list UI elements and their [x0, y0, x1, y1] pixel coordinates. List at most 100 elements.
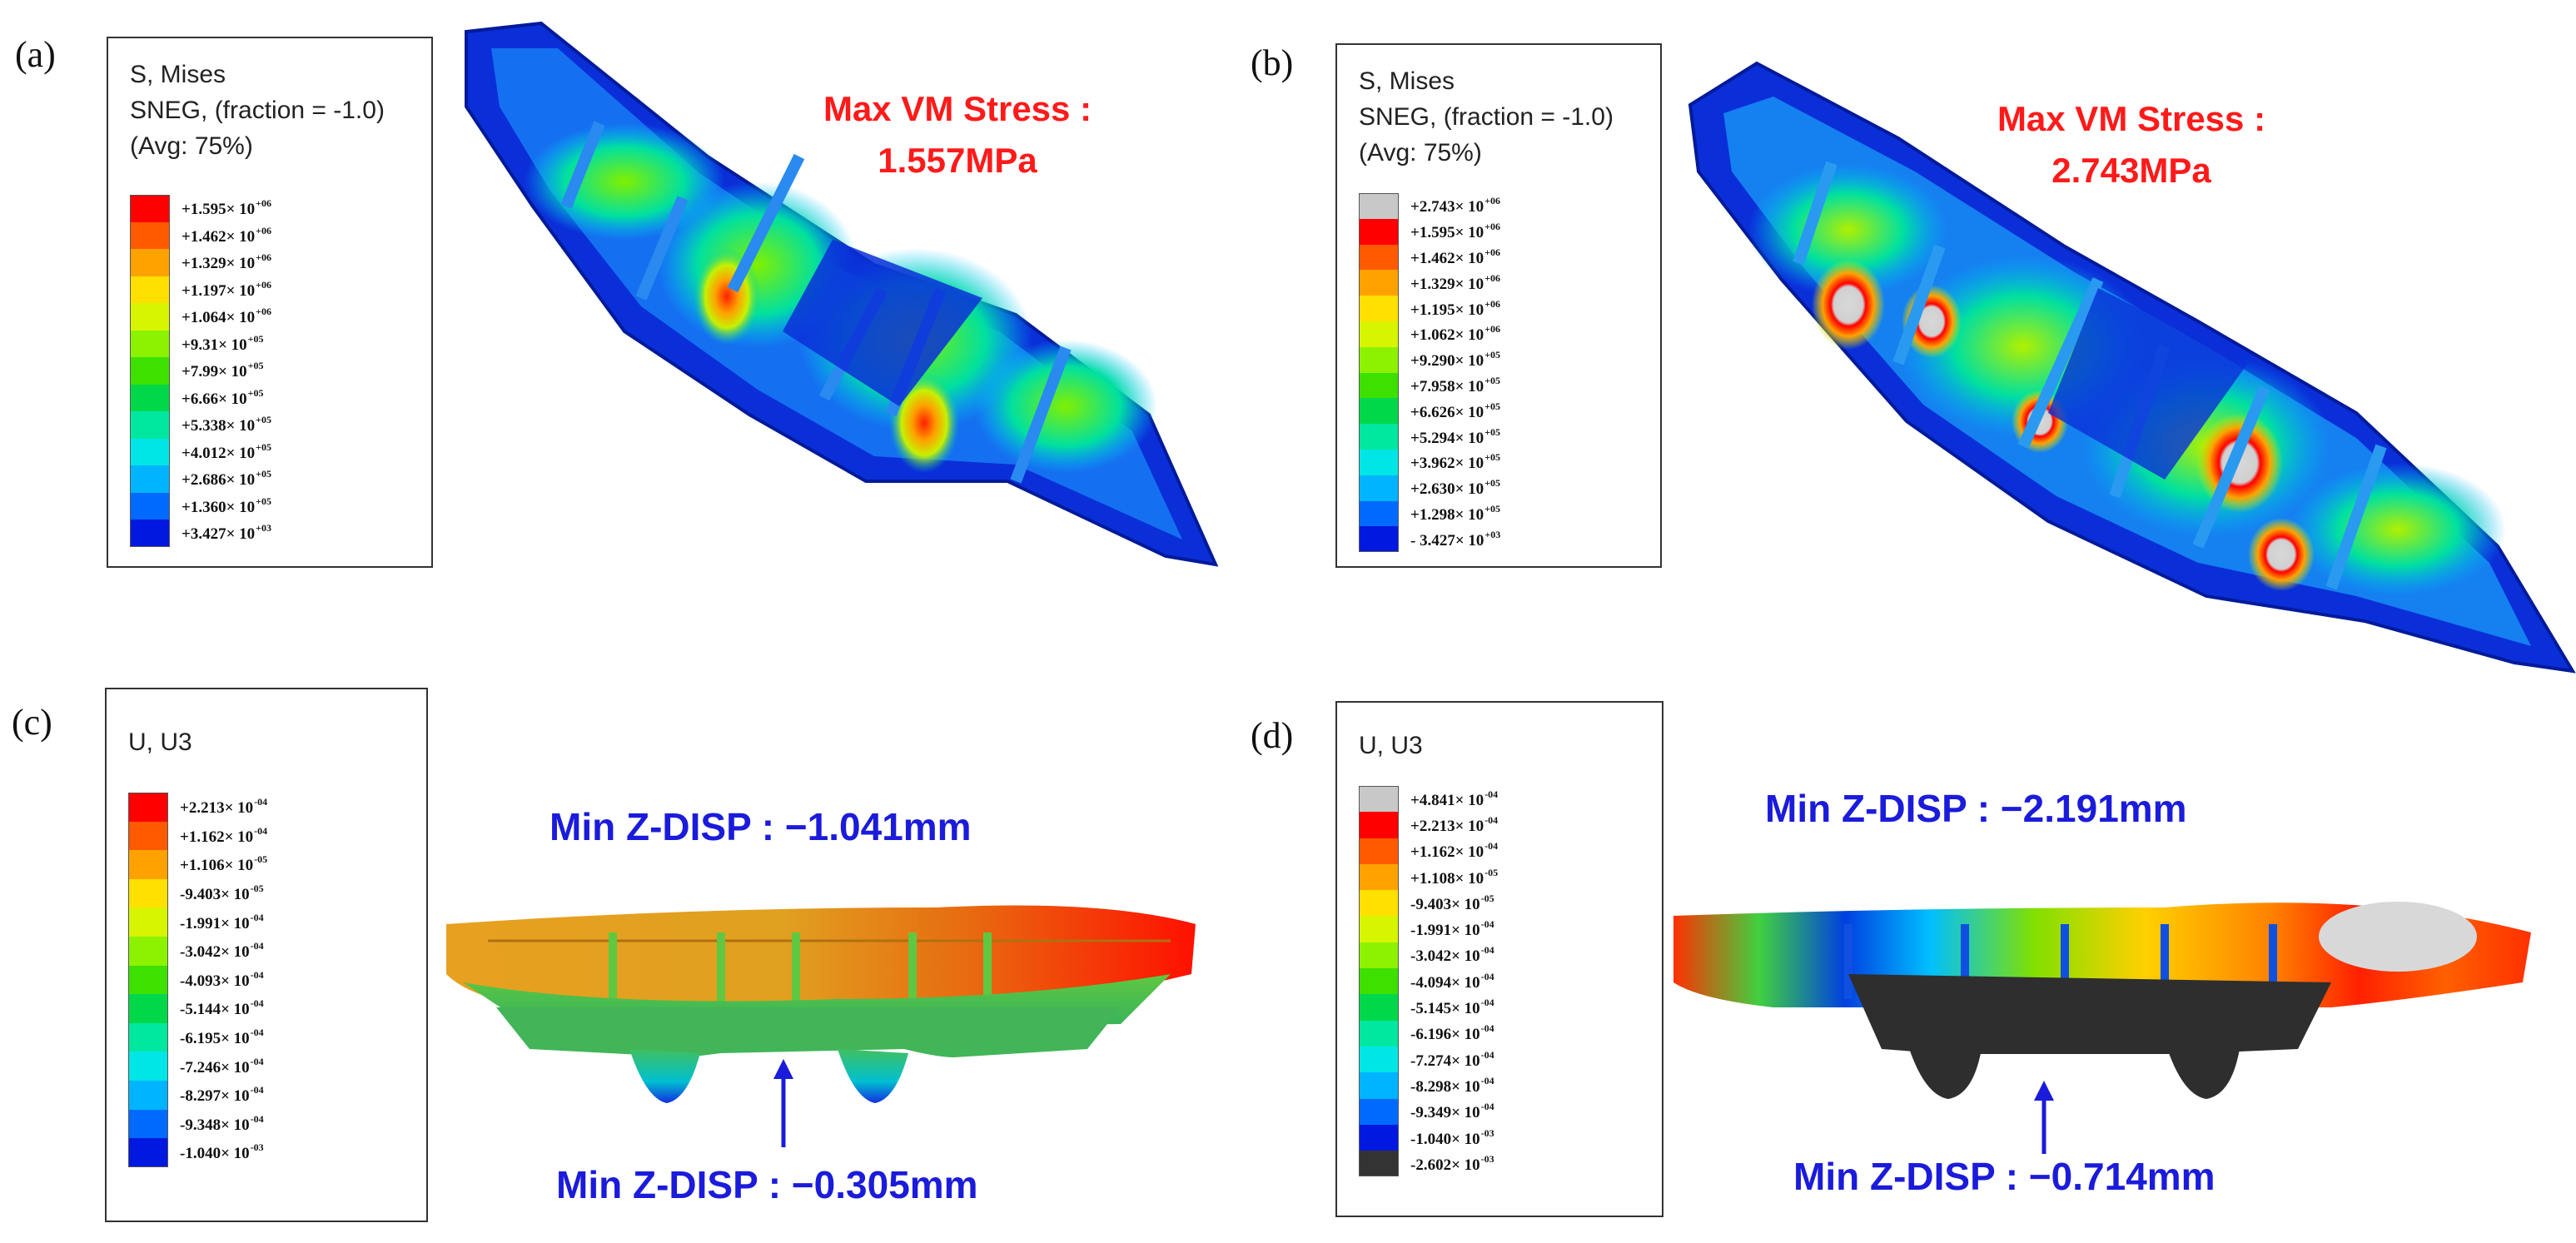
legend-color-swatch — [130, 276, 170, 303]
legend-value-label: +7.99× 10+05 — [182, 360, 264, 381]
legend-scale-row: -6.195× 10-04 — [128, 1022, 267, 1052]
legend-scale-row: -7.274× 10-04 — [1359, 1046, 1498, 1073]
legend-scale-row: +2.686× 10+05 — [130, 465, 271, 493]
legend-color-swatch — [130, 465, 170, 493]
legend-color-swatch — [128, 965, 168, 995]
panel-c-legend: U, U3 +2.213× 10-04 +1.162× 10-04 +1.106× … — [105, 688, 428, 1222]
legend-color-swatch — [130, 249, 170, 276]
legend-color-swatch — [130, 384, 170, 411]
legend-scale-row: +1.106× 10-05 — [128, 850, 267, 879]
legend-value-label: -4.093× 10-04 — [180, 968, 264, 990]
right-keel-bump — [838, 1049, 908, 1103]
legend-scale-row: -4.093× 10-04 — [128, 965, 267, 995]
legend-scale-row: +1.329× 10+06 — [130, 249, 271, 276]
legend-color-swatch — [1359, 321, 1399, 347]
legend-color-swatch — [1359, 994, 1399, 1021]
legend-value-label: +3.427× 10+03 — [182, 522, 271, 544]
legend-color-swatch — [1359, 1020, 1399, 1047]
legend-scale-row: +9.290× 10+05 — [1359, 346, 1500, 373]
legend-scale-row: +3.962× 10+05 — [1359, 449, 1500, 475]
legend-value-label: -2.602× 10-03 — [1410, 1152, 1494, 1174]
panel-c-min-disp-top: Min Z-DISP : −1.041mm — [550, 805, 972, 848]
legend-value-label: +1.195× 10+06 — [1410, 297, 1500, 319]
legend-value-label: +1.064× 10+06 — [182, 306, 271, 327]
legend-scale-row: +1.162× 10-04 — [1359, 838, 1498, 864]
legend-value-label: -7.246× 10-04 — [180, 1055, 264, 1076]
legend-value-label: -6.195× 10-04 — [180, 1027, 264, 1048]
legend-scale-row: +1.108× 10-05 — [1359, 863, 1498, 891]
legend-title-line: U, U3 — [1359, 732, 1423, 759]
legend-color-swatch — [128, 1080, 168, 1110]
legend-scale-row: +1.197× 10+06 — [130, 276, 271, 303]
legend-value-label: -9.403× 10-05 — [1410, 892, 1494, 913]
panel-a-legend-title: S, Mises SNEG, (fraction = -1.0) (Avg: 7… — [130, 57, 385, 164]
legend-color-swatch — [128, 878, 168, 908]
panel-d-legend: U, U3 +4.841× 10-04 +2.213× 10-04 +1.162× … — [1335, 701, 1663, 1217]
panel-b-label: (b) — [1251, 42, 1294, 83]
legend-value-label: +6.626× 10+05 — [1410, 400, 1500, 421]
legend-scale-row: +4.012× 10+05 — [130, 438, 271, 465]
left-keel-bump — [1907, 1041, 1982, 1099]
legend-scale-row: +6.626× 10+05 — [1359, 398, 1500, 425]
legend-color-swatch — [1359, 372, 1399, 399]
legend-color-swatch — [1359, 218, 1399, 245]
high-displacement-region — [2319, 902, 2477, 972]
legend-scale-row: +1.595× 10+06 — [1359, 218, 1500, 245]
legend-value-label: +1.360× 10+05 — [182, 495, 271, 516]
legend-value-label: -6.196× 10-04 — [1410, 1022, 1494, 1044]
legend-color-swatch — [1359, 526, 1399, 553]
legend-value-label: -1.991× 10-04 — [1410, 918, 1494, 940]
legend-color-swatch — [1359, 916, 1399, 942]
legend-value-label: -5.145× 10-04 — [1410, 997, 1494, 1018]
panel-b-legend-title: S, Mises SNEG, (fraction = -1.0) (Avg: 7… — [1359, 63, 1614, 171]
legend-scale-row: +9.31× 10+05 — [130, 330, 271, 357]
hull-bottom — [496, 1007, 1121, 1057]
legend-title-line: SNEG, (fraction = -1.0) — [130, 97, 385, 124]
legend-color-swatch — [1359, 968, 1399, 995]
panel-d-arrow — [2034, 1081, 2054, 1154]
legend-scale-row: +7.958× 10+05 — [1359, 372, 1500, 399]
legend-value-label: +2.213× 10-04 — [1410, 813, 1499, 835]
legend-color-swatch — [130, 438, 170, 465]
left-keel-bump — [629, 1049, 700, 1103]
legend-value-label: +6.66× 10+05 — [182, 386, 264, 408]
legend-color-swatch — [1359, 449, 1399, 475]
legend-value-label: -9.349× 10-04 — [1410, 1101, 1494, 1122]
legend-scale-row: +1.595× 10+06 — [130, 195, 271, 222]
legend-color-swatch — [1359, 1151, 1399, 1177]
legend-scale-row: +6.66× 10+05 — [130, 384, 271, 411]
panel-a-label: (a) — [15, 34, 56, 75]
legend-scale-row: +1.064× 10+06 — [130, 303, 271, 331]
legend-value-label: +1.329× 10+06 — [182, 251, 271, 273]
panel-d-min-disp-top: Min Z-DISP : −2.191mm — [1765, 787, 2187, 830]
legend-color-swatch — [130, 221, 170, 249]
panel-c-label: (c) — [12, 702, 52, 743]
legend-color-swatch — [1359, 890, 1399, 917]
panel-c-arrow — [773, 1059, 793, 1147]
legend-value-label: +1.462× 10+06 — [1410, 246, 1500, 267]
annotation-value: 1.557MPa — [878, 141, 1037, 180]
legend-scale-row: -5.144× 10-04 — [128, 994, 267, 1023]
legend-color-swatch — [130, 411, 170, 439]
legend-value-label: +3.962× 10+05 — [1410, 451, 1500, 473]
annotation-line: Max VM Stress : — [1997, 99, 2266, 138]
legend-value-label: -1.991× 10-04 — [180, 911, 264, 932]
legend-scale-row: +5.338× 10+05 — [130, 411, 271, 439]
legend-color-swatch — [1359, 500, 1399, 527]
legend-scale-row: -2.602× 10-03 — [1359, 1151, 1498, 1177]
legend-color-swatch — [1359, 1046, 1399, 1073]
legend-color-swatch — [130, 492, 170, 520]
legend-value-label: -3.042× 10-04 — [180, 940, 264, 962]
legend-color-swatch — [1359, 1072, 1399, 1099]
legend-color-swatch — [130, 357, 170, 385]
panel-b-color-scale: +2.743× 10+06 +1.595× 10+06 +1.462× 10+06 +… — [1359, 193, 1500, 553]
legend-value-label: +2.630× 10+05 — [1410, 477, 1500, 499]
legend-value-label: +5.294× 10+05 — [1410, 425, 1500, 447]
legend-value-label: -3.042× 10-04 — [1410, 944, 1494, 966]
legend-scale-row: +2.213× 10-04 — [128, 793, 267, 822]
legend-color-swatch — [128, 1022, 168, 1052]
legend-color-swatch — [130, 330, 170, 357]
panel-a-legend: S, Mises SNEG, (fraction = -1.0) (Avg: 7… — [107, 37, 433, 568]
legend-scale-row: -8.297× 10-04 — [128, 1080, 267, 1110]
legend-scale-row: -4.094× 10-04 — [1359, 968, 1498, 995]
